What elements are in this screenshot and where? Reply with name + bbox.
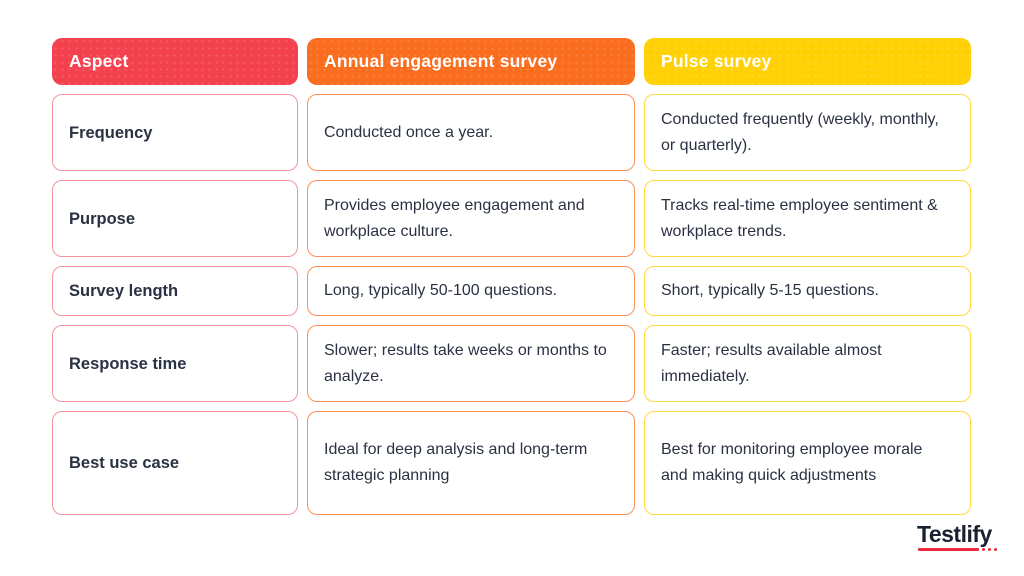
cell-text: Provides employee engagement and workpla… [324, 196, 585, 240]
cell-frequency-aspect: Frequency [52, 94, 298, 171]
cell-text: Best for monitoring employee morale and … [661, 441, 923, 484]
cell-response-time-annual: Slower; results take weeks or months to … [307, 325, 635, 402]
cell-text: Frequency [69, 123, 153, 142]
cell-text: Faster; results available almost immedia… [661, 341, 882, 385]
cell-best-use-case-annual: Ideal for deep analysis and long-term st… [307, 411, 635, 515]
testlify-logo-accent [917, 548, 1007, 551]
cell-text: Best use case [69, 454, 180, 472]
header-pulse-label: Pulse survey [661, 51, 772, 71]
cell-text: Conducted frequently (weekly, monthly, o… [661, 110, 939, 154]
logo-underline-bar [918, 548, 979, 551]
logo-dot [994, 548, 997, 551]
cell-response-time-aspect: Response time [52, 325, 298, 402]
logo-dot [982, 548, 985, 551]
cell-text: Long, typically 50-100 questions. [324, 282, 558, 299]
header-aspect: Aspect [52, 38, 298, 85]
cell-text: Survey length [69, 282, 179, 300]
header-aspect-label: Aspect [69, 51, 129, 71]
cell-purpose-annual: Provides employee engagement and workpla… [307, 180, 635, 257]
cell-response-time-pulse: Faster; results available almost immedia… [644, 325, 971, 402]
cell-text: Conducted once a year. [324, 123, 494, 141]
logo-dot [988, 548, 991, 551]
cell-purpose-aspect: Purpose [52, 180, 298, 257]
header-annual-label: Annual engagement survey [324, 51, 558, 71]
comparison-table: Aspect Annual engagement survey Pulse su… [52, 38, 971, 515]
cell-frequency-pulse: Conducted frequently (weekly, monthly, o… [644, 94, 971, 171]
cell-purpose-pulse: Tracks real-time employee sentiment & wo… [644, 180, 971, 257]
cell-best-use-case-pulse: Best for monitoring employee morale and … [644, 411, 971, 515]
cell-text: Tracks real-time employee sentiment & wo… [661, 196, 938, 240]
cell-survey-length-aspect: Survey length [52, 266, 298, 316]
cell-text: Ideal for deep analysis and long-term st… [324, 441, 588, 484]
cell-text: Short, typically 5-15 questions. [661, 282, 879, 299]
cell-survey-length-pulse: Short, typically 5-15 questions. [644, 266, 971, 316]
cell-text: Slower; results take weeks or months to … [324, 341, 607, 385]
cell-frequency-annual: Conducted once a year. [307, 94, 635, 171]
header-annual-engagement-survey: Annual engagement survey [307, 38, 635, 85]
cell-survey-length-annual: Long, typically 50-100 questions. [307, 266, 635, 316]
header-pulse-survey: Pulse survey [644, 38, 971, 85]
testlify-logo: Testlify [917, 521, 1007, 551]
testlify-logo-text: Testlify [917, 521, 992, 547]
cell-text: Purpose [69, 209, 136, 228]
cell-text: Response time [69, 354, 187, 373]
cell-best-use-case-aspect: Best use case [52, 411, 298, 515]
